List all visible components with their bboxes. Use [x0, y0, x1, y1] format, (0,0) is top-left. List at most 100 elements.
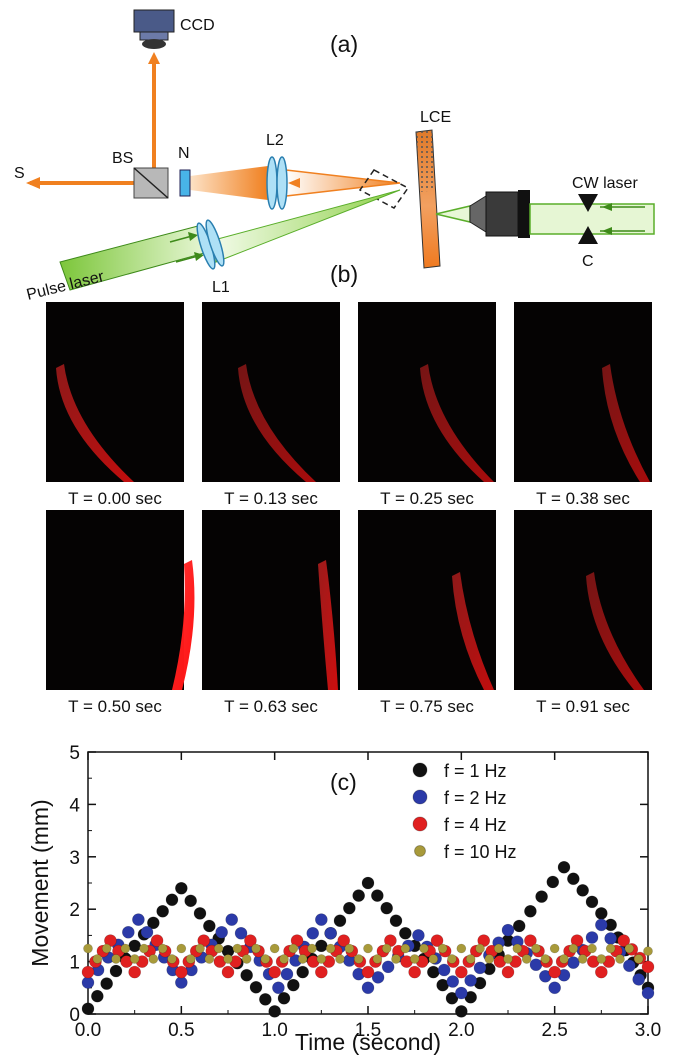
data-point [568, 943, 579, 954]
data-point [549, 943, 560, 954]
data-point [148, 954, 159, 964]
panel-a-label: (a) [330, 31, 358, 57]
frame-image [202, 510, 340, 690]
x-tick-label: 2.5 [541, 1020, 567, 1041]
pulse-beam [213, 189, 401, 263]
data-point [296, 965, 309, 979]
y-tick-label: 0 [69, 1005, 80, 1026]
data-point [324, 927, 337, 940]
data-point [272, 981, 285, 995]
data-point [445, 991, 459, 1005]
data-point [595, 907, 608, 920]
y-axis-title: Movement (mm) [27, 799, 53, 966]
data-point [381, 960, 395, 974]
data-point [361, 965, 375, 979]
data-point [501, 923, 515, 937]
fiber-glow [586, 572, 644, 690]
frame-caption: T = 0.75 sec [380, 697, 474, 716]
frame-6: T = 0.63 sec [202, 510, 340, 716]
data-point [280, 967, 294, 981]
y-tick-label: 2 [69, 900, 80, 921]
data-point [215, 925, 228, 939]
l2-label: L2 [266, 132, 284, 149]
fiber-glow [602, 364, 650, 482]
frame-5: T = 0.50 sec [46, 510, 195, 716]
data-point [363, 943, 373, 954]
legend-marker [414, 845, 426, 857]
data-point [109, 964, 123, 978]
beam-bs-l2 [190, 166, 268, 200]
data-point [343, 901, 356, 915]
data-point [428, 954, 439, 964]
data-point [101, 943, 112, 954]
data-point [559, 954, 569, 964]
x-tick-label: 2.0 [448, 1020, 474, 1041]
data-point [585, 895, 599, 909]
data-point [288, 943, 299, 954]
cw-laser-label: CW laser [572, 175, 638, 192]
data-point [260, 954, 271, 964]
data-point [122, 925, 135, 939]
fiber-glow [452, 572, 494, 690]
legend-label: f = 4 Hz [444, 815, 507, 835]
ccd-camera [133, 9, 175, 49]
data-point [157, 943, 168, 954]
data-point [455, 1005, 468, 1018]
data-point [412, 929, 425, 942]
frame-2: T = 0.13 sec [202, 302, 340, 508]
data-point [92, 954, 103, 964]
data-point [165, 893, 179, 907]
data-point [297, 954, 308, 964]
data-point [437, 963, 451, 977]
data-point [147, 916, 160, 930]
data-point [419, 943, 429, 954]
frame-7: T = 0.75 sec [358, 510, 496, 716]
y-tick-label: 1 [69, 953, 80, 974]
data-point [234, 927, 248, 940]
data-point [535, 890, 548, 903]
data-point [455, 965, 468, 979]
data-point [139, 943, 149, 954]
setup-diagram: (a) CCD S BS N [14, 9, 655, 304]
data-point [268, 965, 281, 979]
frame-8: T = 0.91 sec [514, 510, 652, 716]
data-point [595, 918, 608, 932]
data-point [223, 954, 233, 964]
panel-b-label: (b) [330, 261, 358, 287]
data-point [512, 943, 523, 954]
data-point [132, 913, 145, 926]
data-point [315, 939, 328, 953]
legend-marker [412, 789, 428, 805]
y-tick-label: 5 [69, 743, 80, 764]
fiber-glow [172, 560, 195, 690]
legend: f = 1 Hz f = 2 Hz f = 4 Hz f = 10 Hz [412, 761, 517, 862]
data-point [249, 980, 263, 994]
x-tick-label: 1.5 [355, 1020, 381, 1041]
data-point [140, 925, 154, 939]
data-point [576, 884, 589, 897]
data-point [623, 959, 636, 973]
data-point [316, 954, 327, 964]
data-point [83, 943, 93, 954]
data-point [391, 954, 401, 964]
data-point [128, 939, 141, 953]
data-point [251, 943, 261, 954]
x-axis-title: Time (second) [295, 1029, 441, 1055]
frame-caption: T = 0.38 sec [536, 489, 630, 508]
data-point [577, 954, 588, 964]
data-point [633, 954, 644, 964]
data-point [225, 913, 239, 926]
series-layer [81, 860, 655, 1018]
data-point [567, 956, 580, 969]
data-point [306, 927, 320, 940]
data-point [465, 954, 476, 964]
data-point [277, 991, 291, 1005]
lce-sample [415, 129, 441, 269]
frame-caption: T = 0.63 sec [224, 697, 318, 716]
l1-label: L1 [212, 279, 230, 296]
data-point [475, 943, 485, 954]
data-point [604, 932, 617, 945]
legend-label: f = 1 Hz [444, 761, 507, 781]
data-point [400, 943, 411, 954]
